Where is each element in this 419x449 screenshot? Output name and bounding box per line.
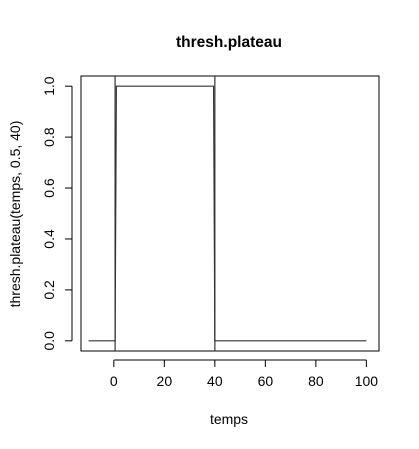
y-axis: 0.0 0.2 0.4 0.6 0.8 1.0 (41, 76, 73, 351)
x-tick-label-5: 100 (355, 373, 379, 389)
x-axis-label: temps (210, 411, 248, 427)
x-tick-label-1: 20 (157, 373, 173, 389)
y-tick-label-3: 0.6 (41, 178, 57, 198)
y-axis-label: thresh.plateau(temps, 0.5, 40) (7, 121, 23, 308)
y-tick-label-2: 0.4 (41, 229, 57, 249)
y-tick-label-5: 1.0 (41, 76, 57, 96)
x-tick-label-3: 60 (258, 373, 274, 389)
y-tick-label-0: 0.0 (41, 331, 57, 351)
series-line-0 (88, 85, 367, 342)
y-tick-label-1: 0.2 (41, 280, 57, 300)
x-tick-label-4: 80 (308, 373, 324, 389)
y-tick-label-4: 0.8 (41, 127, 57, 147)
plot-area (88, 76, 367, 351)
x-tick-label-0: 0 (110, 373, 118, 389)
chart-title: thresh.plateau (176, 34, 282, 51)
x-tick-label-2: 40 (207, 373, 223, 389)
x-axis: 0 20 40 60 80 100 (110, 359, 379, 389)
plot-frame (80, 75, 380, 352)
